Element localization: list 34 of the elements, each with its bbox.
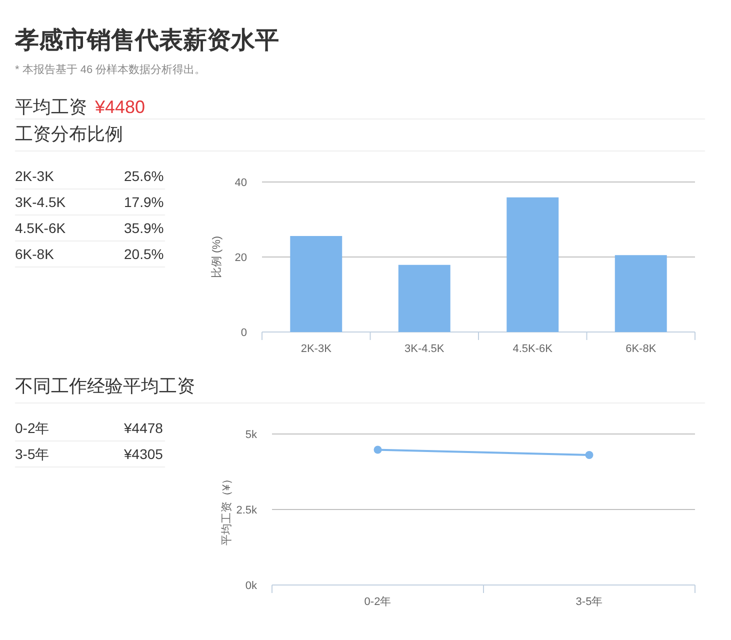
text: 35.9%	[124, 220, 164, 236]
x-tick-label: 4.5K-6K	[512, 343, 554, 355]
text: 平均工资	[15, 97, 87, 117]
text: 6K-8K	[15, 246, 55, 262]
text: 25.6%	[124, 168, 164, 184]
text: 不同工作经验平均工资	[15, 376, 195, 396]
y-axis-title: 比例 (%)	[210, 236, 223, 278]
y-tick-label: 5k	[245, 429, 258, 441]
text: ¥4478	[123, 420, 164, 436]
y-axis-title: 平均工资（¥）	[221, 473, 233, 546]
y-tick-label: 40	[234, 177, 247, 189]
y-tick-label: 20	[234, 252, 247, 264]
x-tick-label: 3K-4.5K	[404, 343, 445, 355]
bar	[506, 197, 559, 332]
text: 0-2年	[15, 420, 50, 436]
text: 4.5K-6K	[15, 220, 66, 236]
y-tick-label: 2.5k	[236, 504, 258, 516]
text: 17.9%	[124, 194, 164, 210]
bar	[290, 236, 342, 332]
bar	[614, 255, 667, 332]
text: 3-5年	[15, 446, 50, 462]
y-tick-label: 0	[240, 327, 247, 339]
text: 工资分布比例	[15, 124, 123, 144]
x-tick-label: 2K-3K	[300, 343, 332, 355]
text: * 本报告基于 46 份样本数据分析得出。	[15, 63, 206, 76]
text: 2K-3K	[15, 168, 55, 184]
text: 20.5%	[124, 246, 164, 262]
text: 3K-4.5K	[15, 194, 66, 210]
text: ¥4480	[94, 97, 146, 117]
bar	[398, 264, 450, 332]
y-tick-label: 0k	[245, 580, 258, 592]
x-tick-label: 6K-8K	[626, 343, 657, 355]
text: ¥4305	[123, 446, 164, 462]
text: 孝感市销售代表薪资水平	[14, 27, 279, 54]
